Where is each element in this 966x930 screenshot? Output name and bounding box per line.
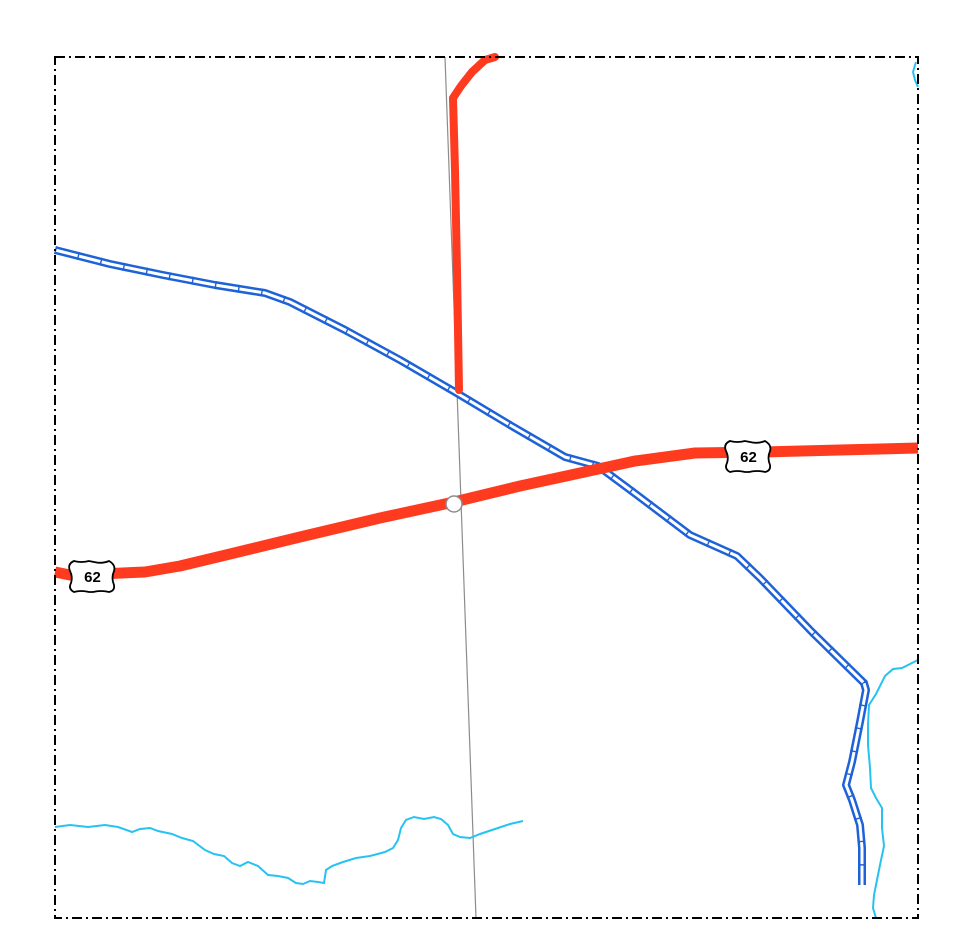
- route-shield-east: 62: [724, 439, 772, 473]
- canal-inner: [54, 248, 868, 885]
- canal: [54, 246, 870, 885]
- shield-shape: [68, 559, 116, 593]
- highway-north-branch: [449, 53, 499, 394]
- stream-east: [867, 659, 919, 919]
- map-border: [54, 56, 919, 919]
- section-line: [444, 56, 477, 919]
- stream-south: [54, 815, 524, 886]
- shield-label-west: 62: [84, 569, 101, 586]
- route-shield-west: 62: [68, 559, 116, 593]
- shield-shape: [724, 439, 772, 473]
- junction-marker: [445, 495, 463, 513]
- shield-label-east: 62: [740, 449, 757, 466]
- stream-northeast: [911, 61, 919, 88]
